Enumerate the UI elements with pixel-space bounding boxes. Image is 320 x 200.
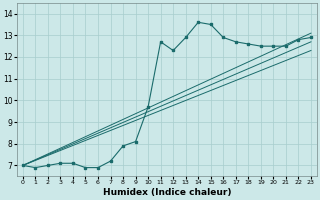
X-axis label: Humidex (Indice chaleur): Humidex (Indice chaleur) — [103, 188, 231, 197]
